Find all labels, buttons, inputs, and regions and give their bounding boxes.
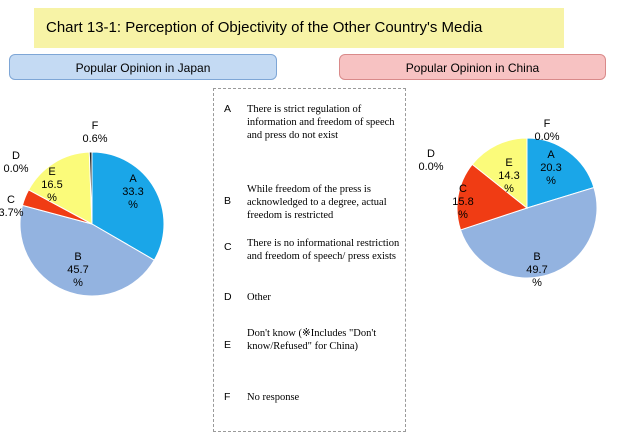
legend-text-c: There is no informational restriction an… [247,238,400,262]
pie-chart-japan: A 33.3 % B 45.7 % C 3.7% D 0.0% E 16.5 % F 0.6% [0,120,165,297]
japan-label-d: D 0.0% [3,150,28,175]
japan-label-e: E 16.5% [41,166,62,204]
chart-title: Chart 13-1: Perception of Objectivity of… [34,8,564,48]
legend-letter-a: A [224,103,232,115]
japan-slice-f [88,151,93,225]
header-china: Popular Opinion in China [339,54,606,80]
china-label-f: F 0.0% [534,118,559,143]
legend-letter-c: C [224,241,232,253]
legend-text-d: Other [247,292,271,303]
pie-chart-china: A 20.3 % B 49.7 % C 15.8 % D 0.0% E 14.3 % F 0.0% [418,118,598,289]
legend-letter-b: B [224,195,232,207]
legend-letter-d: D [224,291,232,303]
china-label-e: E 14.3% [498,157,519,195]
china-slice-c [456,163,529,231]
japan-slice-b [19,204,155,297]
legend-text-b: While freedom of the press is acknowledg… [247,184,387,221]
legend-text-e: Don't know (※Includes "Don't know/Refuse… [247,328,377,352]
japan-slice-e [27,151,93,225]
legend-text-f: No response [247,392,300,403]
japan-label-f: F 0.6% [82,120,107,145]
china-slice-e [471,137,528,210]
japan-label-b: B 45.7% [67,251,88,289]
china-label-c: C 15.8% [452,183,473,221]
china-label-d: D 0.0% [418,148,443,173]
china-slice-a [526,137,595,209]
japan-slice-a [91,151,165,261]
japan-label-c: C 3.7% [0,194,24,219]
header-japan: Popular Opinion in Japan [9,54,277,80]
legend-text-a: There is strict regulation of informatio… [247,104,395,141]
legend-letter-e: E [224,339,232,351]
china-label-b: B 49.7% [526,251,547,289]
china-slice-b [459,186,598,279]
china-label-a: A 20.3% [540,149,561,187]
legend-box: A There is strict regulation of informat… [213,88,406,432]
japan-label-a: A 33.3% [122,173,143,211]
legend-letter-f: F [224,391,231,403]
